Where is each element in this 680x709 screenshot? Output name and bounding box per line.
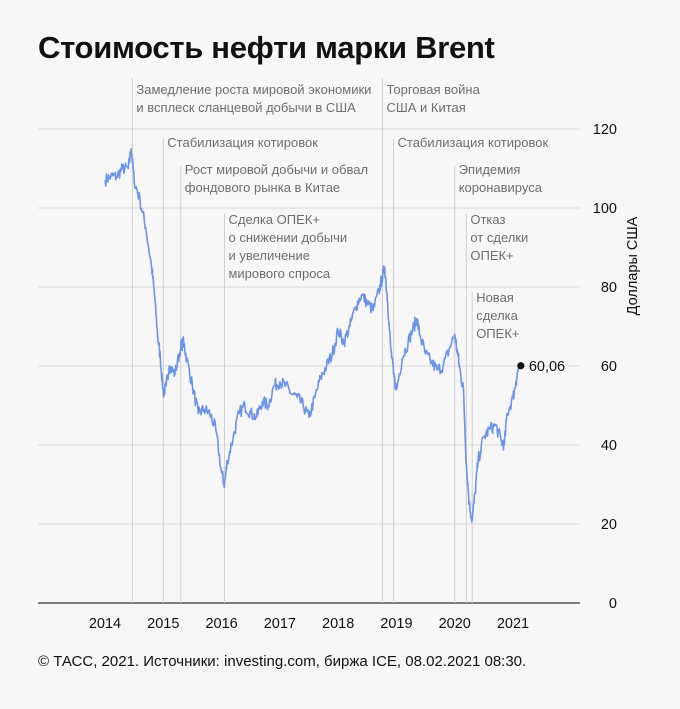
x-tick-label: 2019 — [380, 616, 412, 632]
last-value-label: 60,06 — [529, 359, 565, 375]
x-tick-label: 2015 — [147, 616, 179, 632]
y-tick-label: 120 — [593, 122, 617, 138]
annotation-text: Отказ — [470, 212, 505, 227]
annotation-text: и всплеск сланцевой добычи в США — [136, 100, 356, 115]
annotation-text: Сделка ОПЕК+ — [228, 212, 319, 227]
x-tick-label: 2016 — [205, 616, 237, 632]
annotation-text: Эпидемия — [459, 162, 521, 177]
x-tick-label: 2017 — [264, 616, 296, 632]
chart-title: Стоимость нефти марки Brent — [38, 30, 495, 65]
y-axis-label: Доллары США — [625, 216, 641, 315]
source-footer: © ТАСС, 2021. Источники: investing.com, … — [38, 653, 527, 670]
annotation-text: Стабилизация котировок — [398, 135, 549, 150]
y-tick-label: 40 — [601, 438, 617, 454]
annotation-text: ОПЕК+ — [476, 326, 519, 341]
annotation-text: мирового спроса — [228, 266, 330, 281]
annotation-text: от сделки — [470, 230, 528, 245]
annotation-text: США и Китая — [386, 100, 465, 115]
annotation-text: Рост мировой добычи и обвал — [185, 162, 368, 177]
annotation-text: Стабилизация котировок — [167, 135, 318, 150]
annotation-text: Замедление роста мировой экономики — [136, 82, 371, 97]
annotation-text: фондового рынка в Китае — [185, 180, 340, 195]
y-tick-label: 60 — [601, 359, 617, 375]
y-tick-label: 20 — [601, 517, 617, 533]
y-tick-label: 100 — [593, 201, 617, 217]
x-tick-label: 2021 — [497, 616, 529, 632]
annotation-text: и увеличение — [228, 248, 309, 263]
y-tick-label: 0 — [609, 596, 617, 612]
last-value-dot — [517, 362, 525, 370]
x-tick-label: 2014 — [89, 616, 121, 632]
annotation-text: Новая — [476, 290, 514, 305]
annotation-text: коронавируса — [459, 180, 543, 195]
annotation-text: Торговая война — [386, 82, 480, 97]
annotation-text: сделка — [476, 308, 518, 323]
annotation-text: о снижении добычи — [228, 230, 347, 245]
x-tick-label: 2020 — [439, 616, 471, 632]
x-tick-label: 2018 — [322, 616, 354, 632]
y-tick-label: 80 — [601, 280, 617, 296]
annotation-text: ОПЕК+ — [470, 248, 513, 263]
price-series-line — [104, 148, 520, 523]
